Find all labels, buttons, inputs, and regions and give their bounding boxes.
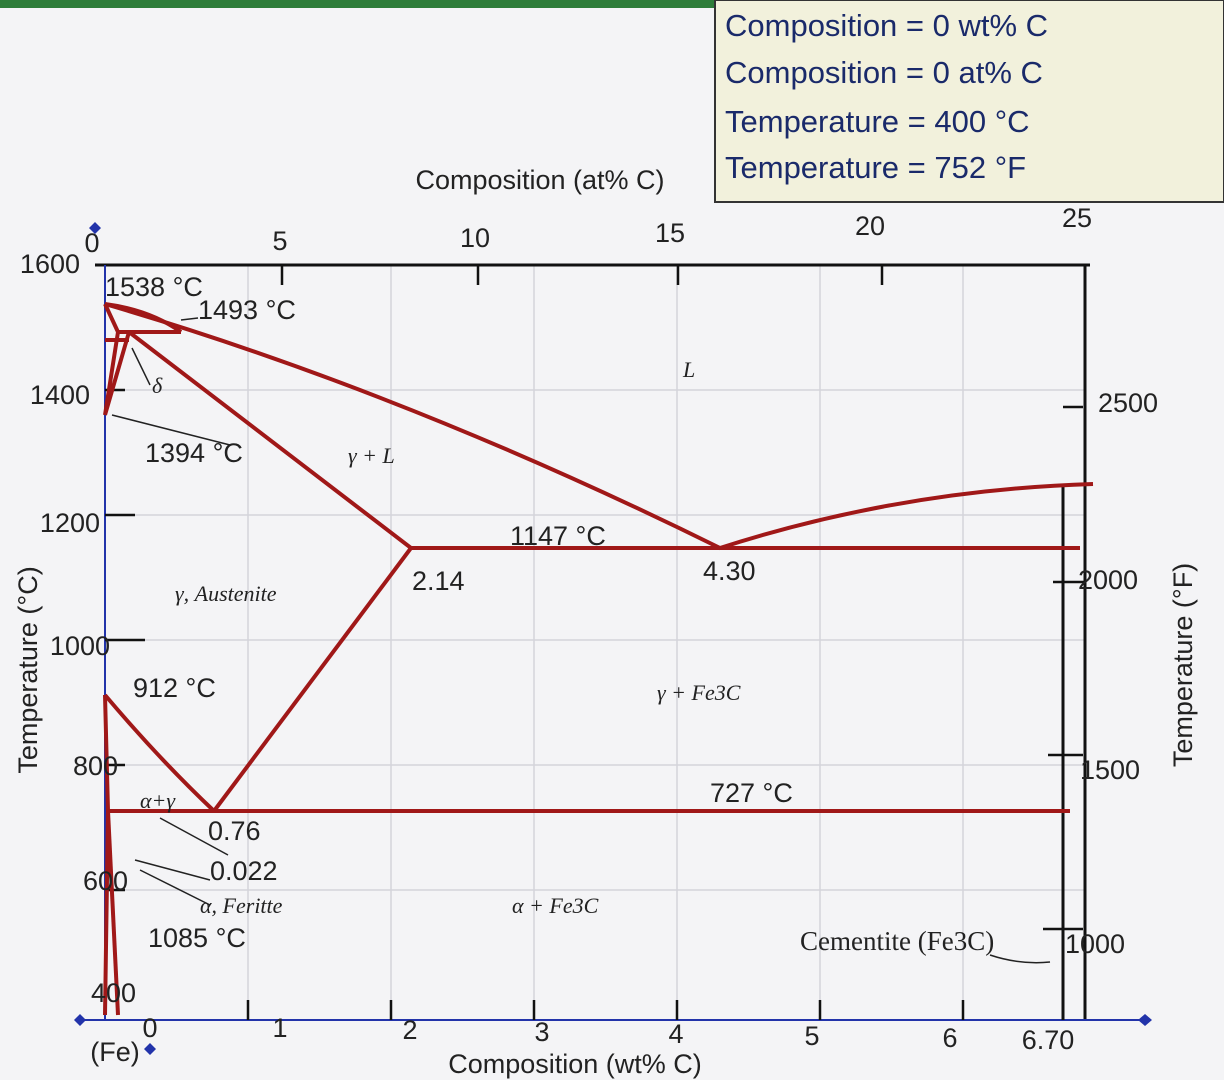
axis-title: Temperature (°F) bbox=[1168, 563, 1198, 767]
info-box bbox=[714, 0, 1224, 203]
tick-marks bbox=[105, 265, 1085, 1020]
tick-label: 10 bbox=[460, 223, 490, 253]
leader-lines bbox=[111, 317, 1051, 964]
tick-label: 4 bbox=[668, 1019, 683, 1049]
annotation: γ, Austenite bbox=[175, 581, 277, 606]
tick-label: 800 bbox=[73, 751, 118, 781]
annotation: α, Feritte bbox=[200, 893, 283, 918]
tick-label: 1000 bbox=[1065, 929, 1125, 959]
info-line: Temperature = 400 °C bbox=[725, 104, 1029, 139]
annotation: 727 °C bbox=[710, 778, 793, 808]
axis-title: Composition (wt% C) bbox=[448, 1049, 702, 1079]
tick-label: 1500 bbox=[1080, 755, 1140, 785]
tick-label: 400 bbox=[91, 978, 136, 1008]
tick-label: 1000 bbox=[50, 631, 110, 661]
tick-label: 1200 bbox=[40, 508, 100, 538]
origin-label: (Fe) bbox=[90, 1037, 140, 1067]
phase-boundaries bbox=[103, 302, 1094, 1016]
annotation: Cementite (Fe3C) bbox=[800, 926, 994, 956]
annotation: 1394 °C bbox=[145, 438, 243, 468]
tick-label: 3 bbox=[534, 1017, 549, 1047]
tick-label: 20 bbox=[855, 211, 885, 241]
tick-label: 0 bbox=[84, 228, 99, 258]
annotation: 0.022 bbox=[210, 856, 278, 886]
tick-label: 0 bbox=[142, 1013, 157, 1043]
annotation: 0.76 bbox=[208, 816, 261, 846]
info-line: Composition = 0 wt% C bbox=[725, 8, 1048, 43]
tick-label: 2500 bbox=[1098, 388, 1158, 418]
axis-title: Temperature (°C) bbox=[13, 566, 43, 773]
tick-label: 2 bbox=[402, 1015, 417, 1045]
tick-label: 5 bbox=[804, 1021, 819, 1051]
annotation: α + Fe3C bbox=[512, 893, 599, 918]
annotation: 1538 °C bbox=[105, 272, 203, 302]
tick-label: 600 bbox=[83, 866, 128, 896]
tick-label: 1600 bbox=[20, 249, 80, 279]
info-line: Temperature = 752 °F bbox=[725, 150, 1026, 185]
annotation: 4.30 bbox=[703, 556, 756, 586]
grid bbox=[105, 265, 1085, 1020]
annotation: δ bbox=[152, 373, 163, 398]
tick-label: 5 bbox=[272, 226, 287, 256]
window-strip bbox=[0, 0, 1224, 8]
annotation: α+γ bbox=[140, 788, 176, 813]
tick-label: 25 bbox=[1062, 203, 1092, 233]
annotation: 1493 °C bbox=[198, 295, 296, 325]
tick-label: 15 bbox=[655, 218, 685, 248]
tick-label: 1 bbox=[272, 1013, 287, 1043]
annotation: γ + L bbox=[348, 443, 395, 468]
annotation: 912 °C bbox=[133, 673, 216, 703]
tick-label: 6.70 bbox=[1022, 1025, 1075, 1055]
annotation: 1147 °C bbox=[510, 521, 606, 551]
annotation: L bbox=[682, 357, 695, 382]
tick-label: 2000 bbox=[1078, 565, 1138, 595]
tick-label: 6 bbox=[942, 1023, 957, 1053]
annotation: γ + Fe3C bbox=[657, 680, 741, 705]
axis-title: Composition (at% C) bbox=[415, 165, 664, 195]
annotation: 2.14 bbox=[412, 566, 465, 596]
tick-label: 1400 bbox=[30, 380, 90, 410]
info-line: Composition = 0 at% C bbox=[725, 55, 1043, 90]
annotation: 1085 °C bbox=[148, 923, 246, 953]
